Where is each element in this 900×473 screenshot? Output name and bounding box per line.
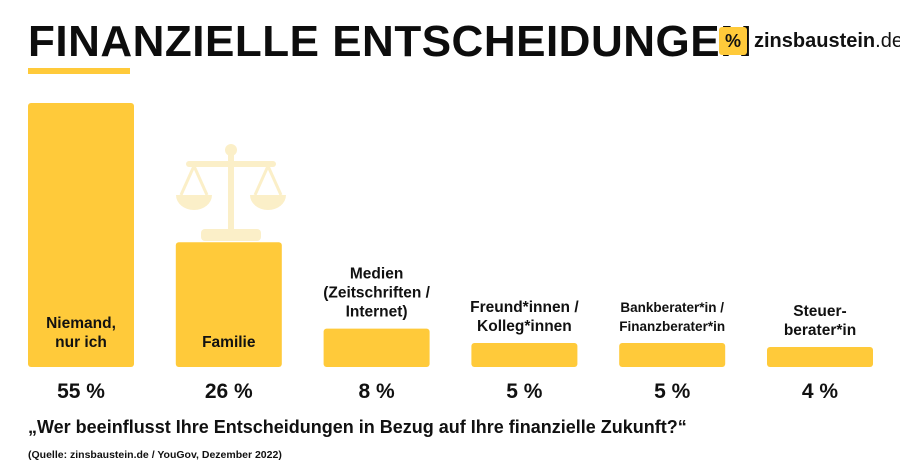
value-label: 4 %: [802, 380, 839, 403]
bar: [619, 343, 726, 367]
brand-name-main: zinsbaustein: [754, 29, 876, 52]
category-label: Internet): [346, 304, 408, 321]
title-underline: [28, 68, 130, 74]
bar: [767, 347, 873, 367]
category-label: Bankberater*in /: [620, 300, 724, 315]
brand-logo: % zinsbaustein.de: [719, 27, 900, 55]
category-label: Freund*innen /: [470, 299, 579, 316]
category-labels-group: Niemand, nur ich Familie Medien (Zeitschrift…: [46, 266, 856, 351]
bar-chart: Niemand, nur ich Familie Medien (Zeitschrift…: [28, 103, 873, 403]
survey-question: „Wer beeinflusst Ihre Entscheidungen in …: [28, 417, 687, 437]
value-labels-group: 55 % 26 % 8 % 5 % 5 % 4 %: [57, 380, 838, 403]
category-label: Niemand,: [46, 315, 116, 332]
bars-group: [28, 103, 873, 367]
brand-name: zinsbaustein.de: [754, 30, 900, 53]
category-label: Medien: [350, 266, 403, 283]
value-label: 8 %: [359, 380, 396, 403]
bar: [175, 242, 282, 367]
category-label: nur ich: [55, 334, 107, 351]
percent-logo-icon: %: [719, 27, 747, 55]
bar: [471, 343, 578, 367]
brand-name-tld: .de: [875, 29, 900, 52]
scales-icon: [176, 144, 286, 241]
category-label: Familie: [202, 334, 256, 351]
bar: [323, 328, 430, 367]
value-label: 55 %: [57, 380, 105, 403]
category-label: (Zeitschriften /: [323, 285, 430, 302]
chart-title: FINANZIELLE ENTSCHEIDUNGEN: [28, 17, 753, 66]
source-note: (Quelle: zinsbaustein.de / YouGov, Dezem…: [28, 449, 282, 461]
category-label: Steuer-: [793, 303, 846, 320]
category-label: Finanzberater*in: [619, 319, 725, 334]
category-label: Kolleg*innen: [477, 318, 572, 335]
value-label: 26 %: [205, 380, 253, 403]
value-label: 5 %: [654, 380, 691, 403]
category-label: berater*in: [784, 322, 856, 339]
value-label: 5 %: [506, 380, 543, 403]
bar: [28, 103, 134, 367]
